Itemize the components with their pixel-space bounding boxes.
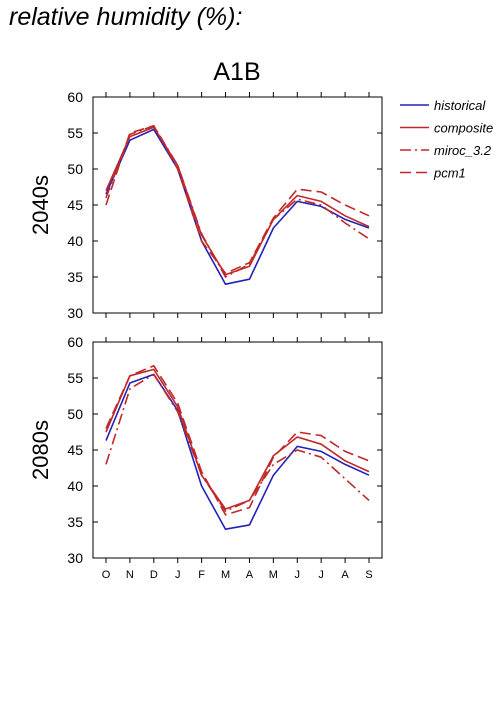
y-tick-label: 50 — [67, 406, 83, 422]
x-tick-label: F — [198, 569, 205, 581]
y-tick-label: 40 — [67, 233, 83, 249]
y-tick-label: 50 — [67, 161, 83, 177]
series-line-miroc_3.2 — [105, 373, 370, 513]
chart-title: A1B — [213, 58, 260, 86]
chart-panels: 30 35 40 45 50 55 60 2040s 30 35 40 45 50 55 60 O N D J F M A… — [28, 89, 383, 581]
legend-label-composite: composite — [434, 121, 493, 136]
x-tick-label: O — [102, 569, 111, 581]
x-tick-label: J — [175, 569, 181, 581]
x-tick-label: A — [246, 569, 254, 581]
chart-legend: historical composite miroc_3.2 pcm1 — [400, 98, 493, 181]
series-line-pcm1 — [105, 364, 370, 516]
y-tick-label: 45 — [67, 442, 83, 458]
series-line-historical — [105, 373, 370, 531]
legend-label-pcm1: pcm1 — [433, 166, 466, 181]
x-tick-label: N — [126, 569, 134, 581]
series-line-composite — [105, 126, 370, 276]
x-tick-label: A — [341, 569, 349, 581]
legend-label-historical: historical — [434, 98, 486, 113]
y-tick-label: 30 — [67, 550, 83, 566]
y-tick-label: 35 — [67, 514, 83, 530]
y-tick-label: 60 — [67, 89, 83, 105]
x-tick-label: J — [295, 569, 301, 581]
y-tick-label: 30 — [67, 305, 83, 321]
series-line-pcm1 — [105, 125, 370, 275]
panel-2080s: 30 35 40 45 50 55 60 O N D J F M A M J J A S 2080s — [28, 334, 383, 581]
y-tick-label: 40 — [67, 478, 83, 494]
x-tick-label: J — [318, 569, 324, 581]
series-line-composite — [105, 368, 370, 510]
panel-label: 2080s — [28, 420, 53, 480]
plot-frame — [92, 96, 383, 314]
y-tick-label: 45 — [67, 197, 83, 213]
y-tick-label: 55 — [67, 370, 83, 386]
x-tick-label: M — [221, 569, 230, 581]
panel-2040s: 30 35 40 45 50 55 60 2040s — [28, 89, 383, 321]
y-tick-label: 35 — [67, 269, 83, 285]
figure-header: relative humidity (%): — [9, 3, 243, 31]
y-tick-label: 60 — [67, 334, 83, 350]
legend-label-miroc_3.2: miroc_3.2 — [434, 143, 492, 158]
series-line-miroc_3.2 — [105, 125, 370, 278]
x-tick-label: D — [150, 569, 158, 581]
panel-label: 2040s — [28, 175, 53, 235]
x-tick-label: M — [269, 569, 278, 581]
x-tick-label: S — [365, 569, 372, 581]
y-tick-label: 55 — [67, 125, 83, 141]
